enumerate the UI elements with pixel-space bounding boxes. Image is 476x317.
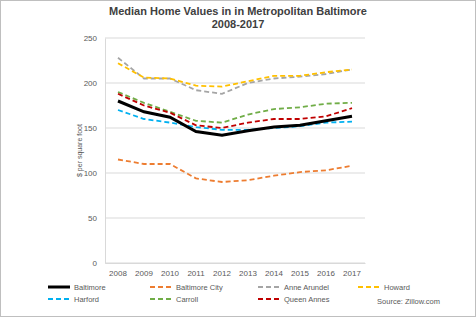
y-axis-line [105, 39, 106, 264]
legend-item: Baltimore City [150, 283, 223, 292]
x-tick: 2014 [265, 263, 283, 278]
legend-swatch [258, 286, 280, 288]
x-tick-label: 2011 [187, 269, 205, 278]
y-tick: 100 [84, 169, 105, 178]
series-line [118, 92, 352, 123]
legend-item: Carroll [150, 295, 198, 304]
legend-item: Harford [48, 295, 99, 304]
annotation: Source: Zillow.com [377, 297, 440, 306]
legend-swatch [150, 286, 172, 288]
y-axis-label: $ per square foot [76, 124, 84, 177]
chart: Median Home Values in in Metropolitan Ba… [0, 0, 476, 317]
legend-swatch [48, 286, 70, 289]
x-tick: 2016 [317, 263, 335, 278]
legend-item: Howard [358, 283, 410, 292]
x-tick-label: 2012 [213, 269, 231, 278]
legend-item: Anne Arundel [258, 283, 329, 292]
y-tick-label: 150 [84, 124, 98, 133]
series-line [118, 63, 352, 86]
title: Median Home Values in in Metropolitan Ba… [109, 5, 367, 17]
legend: Baltimore Baltimore City Anne Arundel Howar… [48, 283, 410, 304]
y-tick-label: 100 [84, 169, 98, 178]
chart-border [1, 1, 476, 317]
legend-label: Anne Arundel [284, 283, 329, 292]
legend-swatch [358, 286, 380, 288]
x-tick-label: 2015 [291, 269, 309, 278]
legend-label: Baltimore [74, 283, 106, 292]
y-tick: 0 [93, 259, 105, 268]
legend-label: Carroll [176, 295, 198, 304]
x-tick-label: 2014 [265, 269, 283, 278]
x-axis: 2008 2009 2010 2011 2012 2013 2014 2015 2016 2017 [106, 263, 366, 278]
legend-swatch [48, 298, 70, 300]
x-tick-label: 2009 [135, 269, 153, 278]
x-axis-line [106, 263, 366, 264]
legend-label: Queen Annes [284, 295, 330, 304]
x-tick: 2017 [343, 263, 361, 278]
y-tick-label: 50 [88, 214, 97, 223]
legend-label: Howard [384, 283, 410, 292]
y-tick-label: 250 [84, 34, 98, 43]
y-tick: 250 [84, 34, 105, 43]
y-axis: 0 50 100 150 200 250 [84, 34, 106, 268]
legend-item: Queen Annes [258, 295, 330, 304]
series-line [118, 160, 352, 183]
series-line [118, 101, 352, 135]
grid-line [105, 263, 365, 264]
x-tick-label: 2017 [343, 269, 361, 278]
lines [118, 58, 352, 182]
y-tick: 150 [84, 124, 105, 133]
x-tick: 2008 [109, 263, 127, 278]
subtitle: 2008-2017 [212, 18, 265, 30]
x-tick-label: 2010 [161, 269, 179, 278]
y-tick-label: 0 [93, 259, 98, 268]
x-tick: 2011 [187, 263, 205, 278]
x-tick: 2013 [239, 263, 257, 278]
y-tick-label: 200 [84, 79, 98, 88]
grid-line [105, 38, 365, 39]
legend-label: Baltimore City [176, 283, 223, 292]
x-tick: 2012 [213, 263, 231, 278]
y-tick: 50 [88, 214, 105, 223]
x-tick-label: 2013 [239, 269, 257, 278]
legend-item: Baltimore [48, 283, 106, 292]
grid-line [105, 218, 365, 219]
series-line [118, 58, 352, 94]
x-tick-label: 2016 [317, 269, 335, 278]
grid-line [105, 128, 365, 129]
x-tick-label: 2008 [109, 269, 127, 278]
y-tick: 200 [84, 79, 105, 88]
x-tick: 2009 [135, 263, 153, 278]
x-tick: 2015 [291, 263, 309, 278]
legend-swatch [258, 298, 280, 300]
x-tick: 2010 [161, 263, 179, 278]
grid [105, 38, 365, 263]
grid-line [105, 173, 365, 174]
legend-label: Harford [74, 295, 99, 304]
legend-swatch [150, 298, 172, 300]
